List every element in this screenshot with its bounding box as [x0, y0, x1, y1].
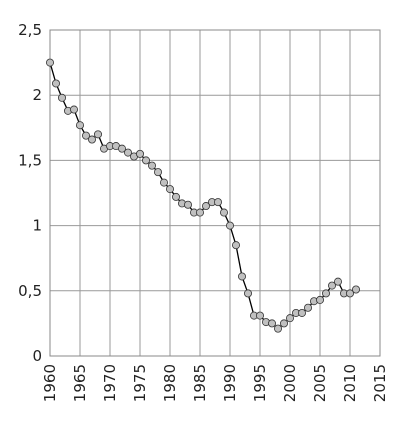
marker	[195, 208, 204, 217]
marker	[88, 135, 97, 144]
marker	[171, 192, 180, 201]
x-tick-label: 2000	[281, 364, 299, 402]
y-tick-label: 0	[32, 347, 42, 365]
x-tick-label: 2010	[341, 364, 359, 402]
marker	[165, 185, 174, 194]
marker	[124, 148, 133, 157]
marker	[82, 131, 91, 140]
y-tick-label: 2	[32, 86, 42, 104]
marker	[76, 121, 85, 130]
marker	[285, 314, 294, 323]
x-tick-label: 1995	[251, 364, 269, 402]
marker	[327, 281, 336, 290]
plot-frame	[49, 29, 381, 357]
marker	[201, 202, 210, 211]
marker	[118, 144, 127, 153]
x-tick-label: 2015	[371, 364, 389, 402]
marker	[345, 289, 354, 298]
marker	[315, 295, 324, 304]
x-tick-label: 1985	[191, 364, 209, 402]
y-tick-label: 2,5	[18, 21, 42, 39]
marker	[58, 93, 67, 102]
marker	[243, 289, 252, 298]
marker	[351, 285, 360, 294]
x-tick-label: 2005	[311, 364, 329, 402]
marker	[52, 79, 61, 88]
marker	[135, 149, 144, 158]
marker	[94, 130, 103, 139]
marker	[147, 161, 156, 170]
marker	[321, 289, 330, 298]
marker	[159, 178, 168, 187]
marker	[219, 208, 228, 217]
marker	[225, 221, 234, 230]
x-tick-label: 1970	[101, 364, 119, 402]
marker	[303, 303, 312, 312]
marker	[141, 156, 150, 165]
x-tick-label: 1980	[161, 364, 179, 402]
marker	[273, 324, 282, 333]
x-tick-label: 1990	[221, 364, 239, 402]
line	[49, 62, 357, 330]
y-tick-label: 1	[32, 217, 42, 235]
x-tick-label: 1965	[71, 364, 89, 402]
marker	[333, 277, 342, 286]
marker	[255, 311, 264, 320]
marker	[297, 308, 306, 317]
marker	[213, 198, 222, 207]
x-tick-label: 1960	[41, 364, 59, 402]
marker	[183, 200, 192, 209]
marker	[70, 105, 79, 114]
y-tick-label: 0,5	[18, 282, 42, 300]
marker	[267, 319, 276, 328]
marker	[46, 58, 55, 67]
marker	[279, 319, 288, 328]
marker	[153, 168, 162, 177]
marker	[231, 241, 240, 250]
y-tick-label: 1,5	[18, 151, 42, 169]
marker	[237, 272, 246, 281]
x-tick-label: 1975	[131, 364, 149, 402]
